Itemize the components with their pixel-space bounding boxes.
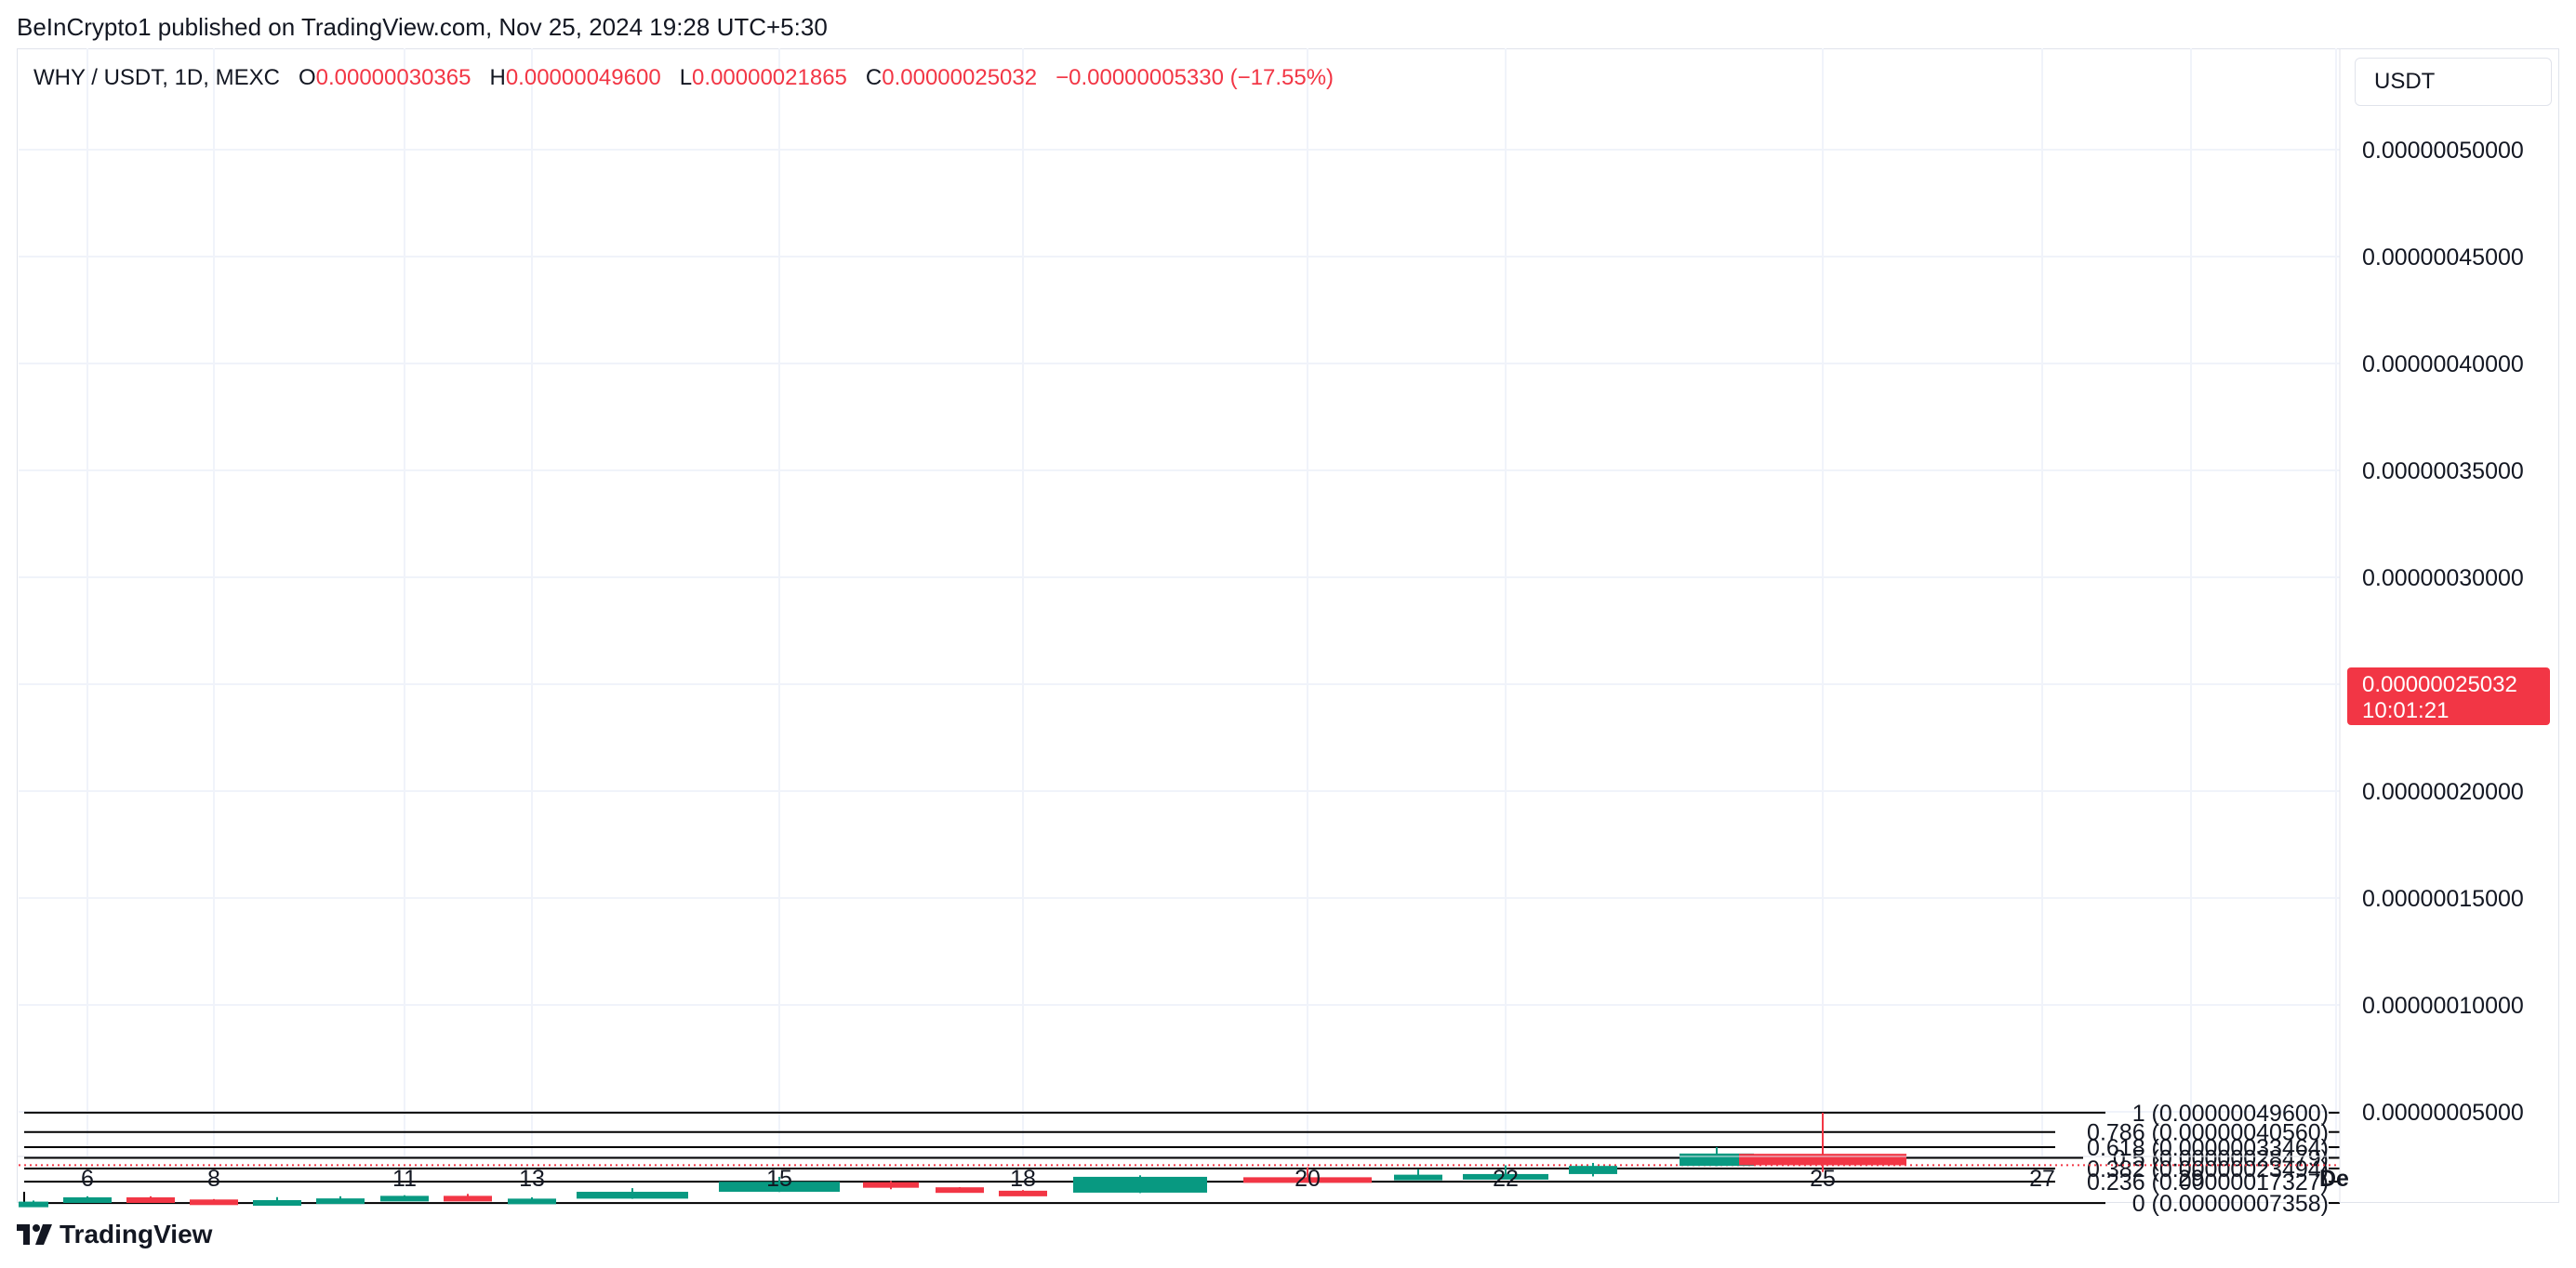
fib-level-label: 0.786 (0.00000040560) (2087, 1120, 2329, 1146)
candle (719, 1176, 840, 1193)
last-price-value: 0.00000025032 (2362, 672, 2517, 697)
candle-body (1073, 1176, 1207, 1193)
change-value: −0.00000005330 (−17.55%) (1056, 65, 1334, 90)
date-tick-label: 25 (1810, 1166, 1836, 1192)
fib-level-label: 0.382 (0.00000023494) (2087, 1156, 2329, 1182)
candle (316, 1195, 365, 1205)
candle-body (1569, 1166, 1617, 1174)
high-value: 0.00000049600 (505, 65, 661, 90)
fib-level-label: 0.236 (0.00000017327) (2087, 1169, 2329, 1195)
tradingview-logo-icon (17, 1224, 52, 1245)
candle (1569, 1162, 1617, 1177)
last-price-countdown: 10:01:21 (2362, 698, 2449, 723)
candle (863, 1181, 919, 1190)
candle-body (999, 1190, 1047, 1196)
date-tick-label: 8 (207, 1166, 220, 1192)
candle-body (577, 1192, 688, 1199)
date-tick-label: 6 (81, 1166, 94, 1192)
date-tick-label: De (2319, 1166, 2349, 1192)
candle-body (444, 1195, 492, 1202)
candle-body (1463, 1173, 1548, 1180)
price-tick-label: 0.00000005000 (2362, 1100, 2524, 1126)
date-tick-label: 22 (1493, 1166, 1519, 1192)
close-label: C (865, 65, 883, 90)
last-price-tag-bg (2347, 667, 2550, 725)
candles (19, 1112, 1906, 1208)
price-tick-label: 0.00000010000 (2362, 993, 2524, 1019)
date-tick-label: 29 (2178, 1166, 2204, 1192)
price-tick-label: 0.00000015000 (2362, 886, 2524, 912)
grid (19, 48, 2340, 1156)
candle-body (380, 1195, 429, 1202)
candle (1739, 1112, 1906, 1172)
open-label: O (298, 65, 316, 90)
candle (380, 1195, 429, 1202)
publisher-line: BeInCrypto1 published on TradingView.com… (17, 13, 828, 41)
symbol-legend: WHY / USDT, 1D, MEXC O0.00000030365 H0.0… (33, 65, 1334, 91)
price-tick-label: 0.00000035000 (2362, 458, 2524, 484)
low-value: 0.00000021865 (692, 65, 847, 90)
price-axis: 0.00000050000 0.00000045000 0.00000040000 0… (2362, 138, 2524, 1126)
symbol-name: WHY / USDT, 1D, MEXC (33, 65, 280, 90)
price-tick-label: 0.00000040000 (2362, 351, 2524, 377)
date-tick-label: 20 (1295, 1166, 1321, 1192)
candle (253, 1196, 301, 1206)
candle (444, 1194, 492, 1202)
price-tick-label: 0.00000030000 (2362, 565, 2524, 591)
candle (190, 1198, 238, 1206)
price-tick-label: 0.00000045000 (2362, 244, 2524, 271)
candle-body (190, 1199, 238, 1206)
candle (126, 1195, 175, 1203)
candle-body (316, 1198, 365, 1205)
candle-body (63, 1197, 112, 1203)
price-tick-label: 0.00000020000 (2362, 779, 2524, 805)
candle (1394, 1169, 1442, 1181)
candle-body (1394, 1174, 1442, 1181)
time-axis: 6 8 11 13 15 18 20 22 25 27 29 De (81, 1166, 2349, 1192)
date-tick-label: 11 (392, 1166, 417, 1192)
candle-body (19, 1201, 48, 1208)
currency-unit-button[interactable]: USDT (2355, 58, 2552, 106)
price-tick-label: 0.00000050000 (2362, 138, 2524, 164)
candle-body (1243, 1177, 1372, 1183)
fibonacci-levels: 1 (0.00000049600)0.786 (0.00000040560)0.… (23, 1101, 2340, 1217)
close-value: 0.00000025032 (882, 65, 1038, 90)
open-value: 0.00000030365 (315, 65, 471, 90)
tradingview-logo[interactable]: TradingView (17, 1220, 213, 1248)
high-label: H (489, 65, 506, 90)
candle (1073, 1175, 1207, 1194)
last-price-tag: 0.00000025032 10:01:21 (2347, 667, 2550, 725)
candle (577, 1188, 688, 1199)
candle-body (1739, 1154, 1906, 1166)
candle (1463, 1165, 1548, 1180)
candle-body (936, 1187, 984, 1194)
candle (1243, 1167, 1372, 1183)
fib-level-label: 1 (0.00000049600) (2132, 1101, 2329, 1127)
candle (19, 1200, 48, 1208)
candle (508, 1197, 556, 1205)
candle-body (126, 1197, 175, 1203)
candle (999, 1190, 1047, 1196)
date-tick-label: 13 (519, 1166, 545, 1192)
candle-body (863, 1182, 919, 1188)
candle-body (719, 1182, 840, 1193)
date-tick-label: 27 (2029, 1166, 2055, 1192)
tradingview-logo-text: TradingView (60, 1220, 213, 1248)
date-tick-label: 18 (1010, 1166, 1036, 1192)
fib-level-label: 0.5 (0.00000028479) (2113, 1145, 2329, 1171)
candle (936, 1186, 984, 1194)
fib-level-label: 0 (0.00000007358) (2132, 1191, 2329, 1217)
date-tick-label: 15 (766, 1166, 792, 1192)
candle-body (508, 1198, 556, 1205)
candle-body (253, 1199, 301, 1206)
low-label: L (679, 65, 693, 90)
candle (63, 1195, 112, 1203)
